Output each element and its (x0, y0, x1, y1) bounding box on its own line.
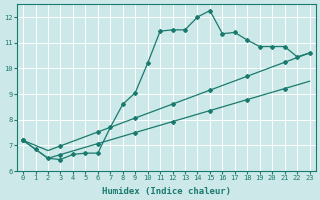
X-axis label: Humidex (Indice chaleur): Humidex (Indice chaleur) (102, 187, 231, 196)
